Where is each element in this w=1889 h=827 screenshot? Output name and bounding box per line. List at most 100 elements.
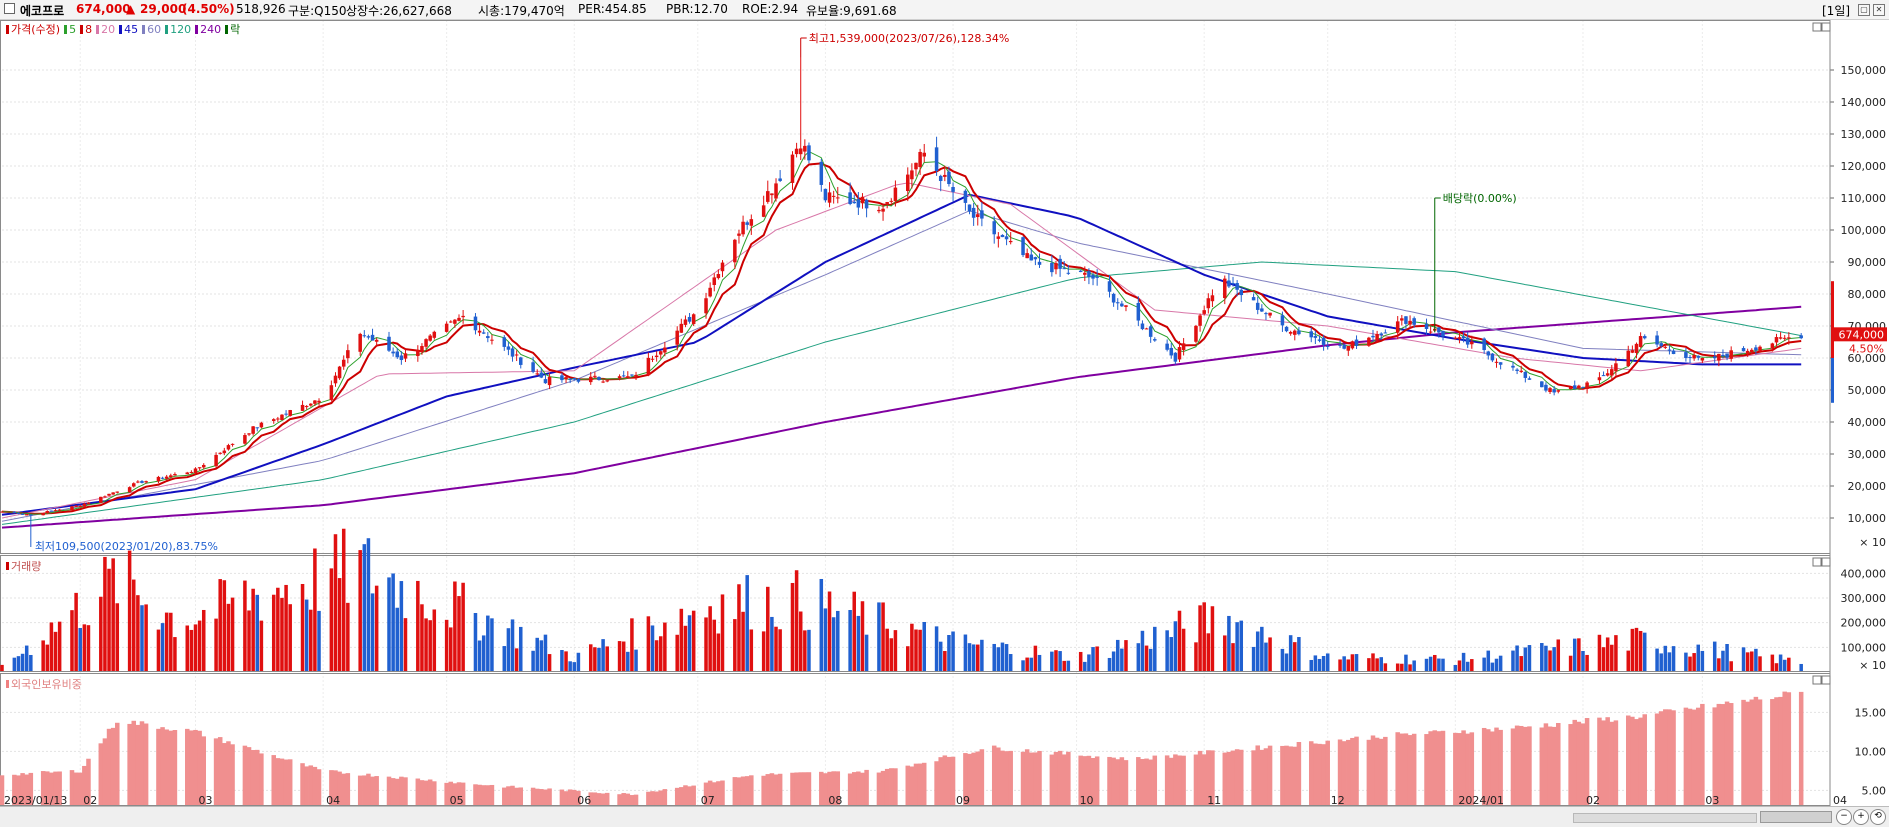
legend-item[interactable]: 5 [69, 23, 77, 36]
candle-body [761, 205, 766, 217]
foreign-bar [1033, 752, 1038, 805]
candle-body [197, 467, 202, 469]
candle-body [304, 406, 309, 408]
candle-body [1008, 240, 1013, 243]
legend-item[interactable]: 20 [101, 23, 116, 36]
candle-body [560, 375, 564, 381]
foreign-bar [1008, 750, 1013, 805]
volume-bar [1066, 660, 1071, 671]
volume-bar [1338, 659, 1342, 671]
candle-body [737, 233, 741, 236]
scroll-thumb[interactable] [1760, 811, 1832, 823]
volume-bar [1140, 630, 1145, 671]
volume-bar [214, 618, 218, 671]
foreign-bar [1053, 751, 1059, 805]
volume-bar [428, 620, 432, 671]
volume-bar [1729, 661, 1733, 671]
foreign-bar [806, 772, 812, 805]
foreign-bar [1123, 760, 1129, 805]
volume-bar [535, 637, 539, 671]
volume-bar [416, 580, 420, 671]
foreign-bar [279, 758, 285, 805]
foreign-bar [1436, 731, 1442, 805]
maximize-icon[interactable]: ▢ [1858, 4, 1870, 16]
volume-bar [358, 550, 362, 671]
candle-body [189, 471, 194, 473]
zoom-reset-icon[interactable]: ⟲ [1870, 809, 1886, 825]
stock-name: 에코프로 [20, 4, 65, 18]
legend-item[interactable]: 락 [230, 23, 241, 36]
volume-bar [1671, 646, 1676, 671]
stock-chart[interactable]: 150,000 140,000 130,000 120,000 110,000 100,0… [0, 20, 1889, 806]
volume-bar [218, 579, 222, 671]
close-icon[interactable]: ✕ [1873, 4, 1885, 16]
candle-body [1293, 330, 1297, 335]
last-price-label: 674,000 [1839, 328, 1885, 341]
foreign-bar [802, 772, 808, 805]
zoom-in-icon[interactable]: + [1853, 809, 1869, 825]
foreign-bar [860, 772, 865, 805]
foreign-bar [1481, 727, 1487, 805]
candle-body [341, 359, 346, 367]
legend-swatch [195, 25, 199, 34]
candle-body [156, 476, 161, 482]
candle-body [1194, 325, 1198, 342]
volume-bar [572, 662, 577, 671]
volume-bar [630, 618, 634, 671]
volume-bar [201, 609, 206, 671]
menu-checkbox[interactable] [4, 3, 15, 14]
candle-body [309, 403, 313, 406]
volume-bar [733, 619, 737, 671]
volume-bar [1770, 654, 1775, 671]
foreign-bar [1037, 750, 1042, 805]
candle-body [259, 422, 264, 428]
legend-item[interactable]: 45 [124, 23, 139, 36]
foreign-bar [1757, 699, 1763, 805]
time-scrollbar[interactable] [1573, 813, 1757, 823]
legend-item[interactable]: 120 [170, 23, 192, 36]
foreign-bar [1663, 709, 1668, 805]
candle-body [1404, 316, 1408, 324]
foreign-bar [12, 774, 17, 805]
candle-body [1490, 353, 1495, 361]
legend-item[interactable]: 8 [85, 23, 93, 36]
foreign-bar [563, 791, 569, 805]
volume-bar [1799, 663, 1803, 671]
volume-bar [1725, 644, 1729, 671]
foreign-bar [1152, 755, 1158, 805]
period-selector[interactable]: [1일] [1822, 4, 1851, 18]
legend-item[interactable]: 가격(수정) [11, 23, 61, 36]
candle-body [951, 187, 955, 192]
foreign-bar [716, 781, 721, 805]
foreign-bar [242, 745, 248, 805]
foreign-bar [1399, 733, 1405, 805]
volume-bar [304, 599, 309, 671]
volume-bar [1787, 657, 1791, 671]
legend-item[interactable]: 60 [147, 23, 162, 36]
volume-bar [1688, 656, 1692, 671]
legend-swatch [64, 25, 68, 34]
candle-body [704, 298, 708, 314]
foreign-bar [510, 785, 515, 805]
candle-body [1050, 262, 1054, 273]
candle-body [1605, 373, 1610, 376]
candle-body [247, 433, 251, 435]
volume-bar [502, 646, 507, 671]
candle-body [794, 148, 799, 155]
candle-body [576, 378, 581, 382]
candle-body [1313, 335, 1318, 338]
zoom-out-icon[interactable]: − [1836, 809, 1852, 825]
foreign-bar [1094, 756, 1100, 805]
candle-body [1000, 234, 1005, 238]
panel-frames [0, 20, 1831, 806]
foreign-bar [316, 769, 322, 805]
candle-body [531, 362, 535, 372]
foreign-bar [49, 772, 54, 805]
foreign-bar [1082, 756, 1088, 805]
volume-bar [601, 639, 605, 671]
price-tick-label: 140,000 [1841, 96, 1887, 109]
legend-item[interactable]: 240 [200, 23, 222, 36]
price-tick-label: 150,000 [1841, 64, 1887, 77]
volume-bar [914, 629, 918, 671]
candle-body [313, 400, 317, 404]
